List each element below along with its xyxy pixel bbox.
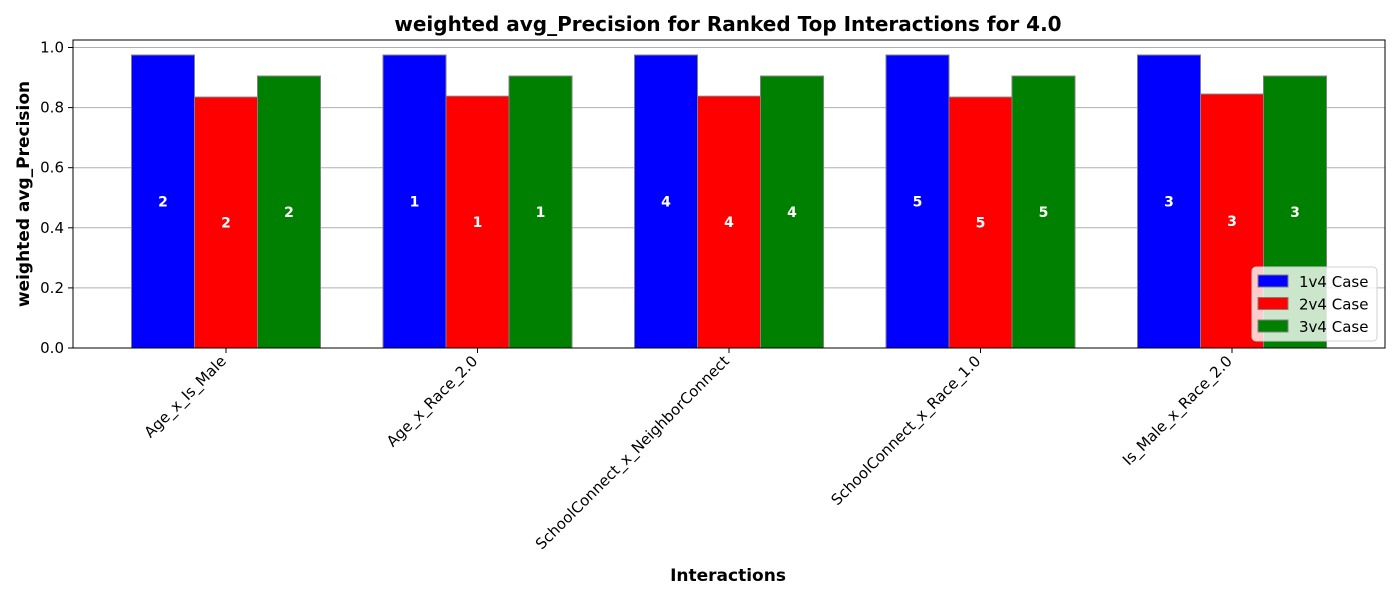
legend: 1v4 Case 2v4 Case 3v4 Case bbox=[1251, 266, 1378, 342]
bar-rank-label: 5 bbox=[976, 216, 986, 232]
bar-rank-label: 4 bbox=[661, 195, 671, 211]
x-tick-label: Age_x_Race_2.0 bbox=[383, 352, 482, 451]
plot-frame bbox=[72, 39, 1386, 349]
bar-rank-label: 3 bbox=[1164, 195, 1174, 211]
chart-title: weighted avg_Precision for Ranked Top In… bbox=[394, 12, 1061, 36]
y-tick-label: 0.0 bbox=[40, 339, 64, 357]
y-tick-label: 0.2 bbox=[40, 279, 64, 297]
legend-label: 3v4 Case bbox=[1299, 318, 1368, 336]
bars bbox=[131, 54, 1327, 349]
bar-2v4-case-2 bbox=[697, 95, 761, 349]
bar-2v4-case-3 bbox=[948, 96, 1013, 349]
y-tick-label: 0.6 bbox=[40, 159, 64, 177]
y-tick-label: 0.4 bbox=[40, 219, 64, 237]
x-tick-label: Is_Male_x_Race_2.0 bbox=[1119, 352, 1237, 470]
bar-rank-label: 3 bbox=[1227, 214, 1237, 230]
bar-3v4-case-3 bbox=[1011, 75, 1076, 349]
bar-1v4-case-3 bbox=[885, 54, 950, 349]
bar-rank-label: 3 bbox=[1290, 205, 1300, 221]
legend-swatch bbox=[1257, 297, 1289, 310]
legend-label: 2v4 Case bbox=[1299, 296, 1368, 314]
bar-rank-label: 4 bbox=[787, 205, 797, 221]
bar-2v4-case-1 bbox=[445, 95, 510, 349]
legend-swatch bbox=[1257, 274, 1289, 288]
axes bbox=[68, 39, 1386, 353]
bar-1v4-case-4 bbox=[1137, 54, 1201, 349]
y-axis-label: weighted avg_Precision bbox=[14, 81, 34, 307]
bar-rank-label: 5 bbox=[913, 195, 923, 211]
bar-rank-label: 1 bbox=[410, 195, 420, 211]
x-axis-label: Interactions bbox=[670, 566, 786, 586]
x-tick-label: SchoolConnect_x_Race_1.0 bbox=[827, 352, 985, 510]
bar-rank-label: 5 bbox=[1039, 205, 1049, 221]
bar-1v4-case-1 bbox=[382, 54, 447, 349]
bar-3v4-case-0 bbox=[257, 75, 321, 349]
x-tick-label: Age_x_Is_Male bbox=[141, 352, 231, 442]
legend-swatch bbox=[1257, 319, 1289, 333]
bar-3v4-case-1 bbox=[508, 75, 573, 349]
bar-1v4-case-2 bbox=[634, 54, 698, 349]
bar-rank-label: 2 bbox=[284, 205, 294, 221]
legend-label: 1v4 Case bbox=[1299, 273, 1368, 291]
y-tick-label: 1.0 bbox=[40, 39, 64, 57]
bar-rank-label: 4 bbox=[724, 215, 734, 231]
bar-rank-label: 1 bbox=[536, 205, 546, 221]
bar-rank-label: 2 bbox=[158, 195, 168, 211]
bar-rank-label: 2 bbox=[221, 216, 231, 232]
bar-rank-label: 1 bbox=[473, 215, 483, 231]
x-tick-label: SchoolConnect_x_NeighborConnect bbox=[532, 352, 734, 554]
bar-value-labels: 2 2 2 1 1 1 4 4 4 5 5 5 3 3 3 bbox=[158, 195, 1300, 232]
y-tick-label: 0.8 bbox=[40, 99, 64, 117]
